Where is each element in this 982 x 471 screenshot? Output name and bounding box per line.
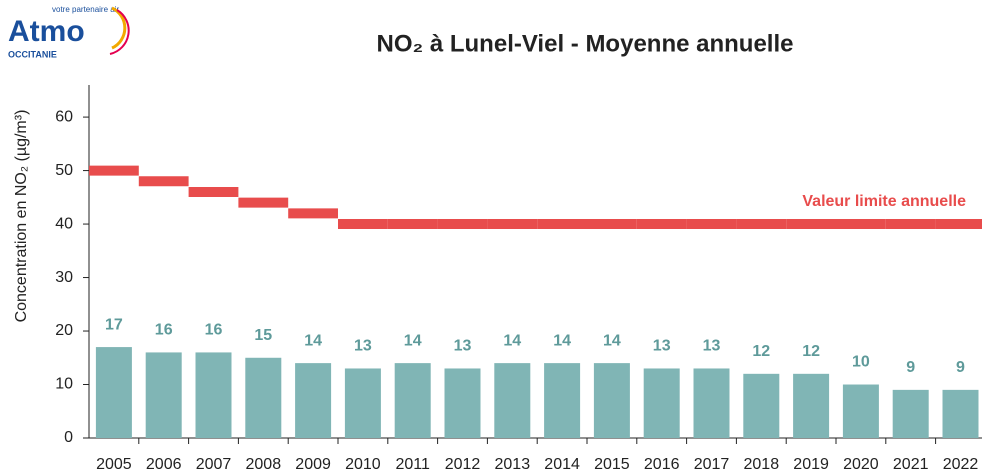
bar xyxy=(245,357,282,438)
data-label: 10 xyxy=(852,354,870,371)
y-tick-label: 60 xyxy=(55,108,73,125)
y-tick-label: 20 xyxy=(55,322,73,339)
bar xyxy=(593,363,630,438)
data-label: 15 xyxy=(254,327,272,344)
y-tick-label: 30 xyxy=(55,269,73,286)
bar xyxy=(793,373,830,438)
x-tick-label: 2017 xyxy=(694,456,730,471)
data-label: 9 xyxy=(956,359,965,376)
legend-label: Valeur limite annuelle xyxy=(802,193,966,210)
logo-arc xyxy=(111,6,127,50)
logo: Atmo votre partenaire air OCCITANIE xyxy=(8,5,130,59)
bar xyxy=(942,389,979,438)
logo-tagline: votre partenaire air xyxy=(52,5,119,14)
x-tick-label: 2021 xyxy=(893,456,929,471)
bar xyxy=(892,389,929,438)
bar xyxy=(842,384,879,438)
x-tick-label: 2006 xyxy=(146,456,182,471)
x-tick-label: 2005 xyxy=(96,456,132,471)
bar xyxy=(643,368,680,438)
data-label: 17 xyxy=(105,316,123,333)
x-tick-label: 2012 xyxy=(445,456,481,471)
data-label: 16 xyxy=(155,322,173,339)
x-tick-label: 2022 xyxy=(943,456,979,471)
data-label: 13 xyxy=(354,338,372,355)
y-tick-label: 40 xyxy=(55,215,73,232)
x-tick-label: 2018 xyxy=(744,456,780,471)
data-label: 16 xyxy=(205,322,223,339)
data-label: 13 xyxy=(653,338,671,355)
x-tick-label: 2009 xyxy=(295,456,331,471)
data-label: 14 xyxy=(603,332,621,349)
bar xyxy=(693,368,730,438)
y-tick-label: 10 xyxy=(55,376,73,393)
x-tick-label: 2008 xyxy=(246,456,282,471)
logo-arc xyxy=(109,9,130,55)
chart-title: NO₂ à Lunel-Viel - Moyenne annuelle xyxy=(377,30,794,57)
data-label: 9 xyxy=(906,359,915,376)
data-label: 14 xyxy=(304,332,322,349)
data-label: 13 xyxy=(703,338,721,355)
y-tick-label: 50 xyxy=(55,162,73,179)
bar xyxy=(195,352,232,438)
bar xyxy=(295,363,332,438)
y-axis-label: Concentration en NO₂ (µg/m³) xyxy=(13,110,30,323)
bar xyxy=(95,347,132,438)
bar xyxy=(544,363,581,438)
x-tick-label: 2011 xyxy=(395,456,430,471)
bar xyxy=(743,373,780,438)
logo-region: OCCITANIE xyxy=(8,49,57,59)
bar xyxy=(494,363,531,438)
data-label: 14 xyxy=(404,332,422,349)
x-tick-label: 2016 xyxy=(644,456,680,471)
x-tick-label: 2015 xyxy=(594,456,630,471)
bar xyxy=(344,368,381,438)
x-tick-label: 2019 xyxy=(793,456,829,471)
y-tick-label: 0 xyxy=(64,429,73,446)
bar xyxy=(394,363,431,438)
data-label: 12 xyxy=(802,343,820,360)
x-tick-label: 2013 xyxy=(495,456,531,471)
x-tick-label: 2020 xyxy=(843,456,879,471)
logo-name: Atmo xyxy=(8,15,85,48)
data-label: 13 xyxy=(454,338,472,355)
bar xyxy=(444,368,481,438)
data-label: 14 xyxy=(503,332,521,349)
bar xyxy=(145,352,182,438)
data-label: 12 xyxy=(752,343,770,360)
x-tick-label: 2007 xyxy=(196,456,232,471)
data-label: 14 xyxy=(553,332,571,349)
x-tick-label: 2014 xyxy=(544,456,580,471)
x-tick-label: 2010 xyxy=(345,456,381,471)
